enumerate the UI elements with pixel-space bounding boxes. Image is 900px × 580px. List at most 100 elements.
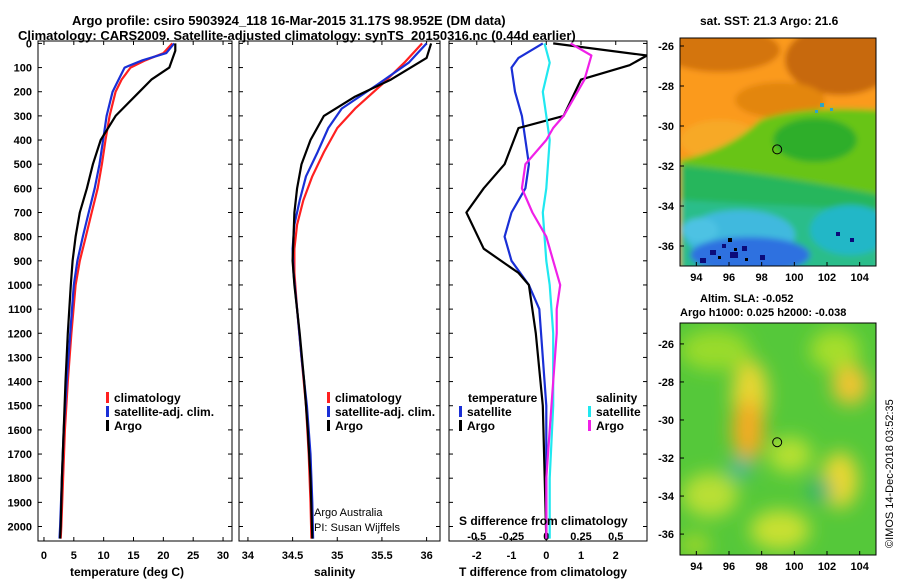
- depth-tick-label: 1200: [8, 328, 32, 340]
- sst-map: [680, 38, 876, 266]
- map-y-tick-label: -28: [658, 81, 674, 93]
- map-y-tick-label: -26: [658, 41, 674, 53]
- title-line-1: Argo profile: csiro 5903924_118 16-Mar-2…: [72, 13, 506, 28]
- salinity-xlabel: salinity: [314, 565, 356, 579]
- altimetry-map: [680, 323, 876, 555]
- legend-label-s-satellite: satellite: [596, 405, 641, 419]
- x-tick-label: 5: [71, 550, 77, 562]
- depth-tick-label: 700: [14, 207, 32, 219]
- legend-swatch-t-argo: [459, 420, 462, 431]
- imos-watermark: ©IMOS 14-Dec-2018 03:52:35: [884, 399, 896, 548]
- depth-tick-label: 2000: [8, 522, 32, 534]
- difference-series-temperature-satellite: [503, 42, 548, 539]
- x-tick-label: 35.5: [371, 550, 392, 562]
- difference-xlabel: T difference from climatology: [459, 565, 627, 579]
- s-diff-tick-label: -0.5: [467, 531, 486, 543]
- legend-label-t-argo: Argo: [467, 419, 495, 433]
- x-tick-label: 2: [613, 550, 619, 562]
- x-tick-label: 34.5: [282, 550, 303, 562]
- depth-tick-label: 900: [14, 256, 32, 268]
- difference-series-salinity-argo: [520, 42, 593, 539]
- x-tick-label: 0: [543, 550, 549, 562]
- legend-swatch-climatology: [106, 392, 109, 403]
- temperature-series-satellite-adj-clim-: [58, 42, 175, 539]
- legend-label-t-satellite: satellite: [467, 405, 512, 419]
- depth-tick-label: 1100: [8, 304, 32, 316]
- x-tick-label: 0: [41, 550, 47, 562]
- legend-swatch-argo-2: [327, 420, 330, 431]
- depth-tick-label: 600: [14, 183, 32, 195]
- temperature-panel-frame: [37, 40, 233, 542]
- salinity-series-argo: [291, 43, 433, 539]
- depth-tick-label: 200: [14, 87, 32, 99]
- legend-label-climatology-2: climatology: [335, 391, 402, 405]
- map-y-tick-label: -30: [658, 415, 674, 427]
- difference-profiles: [465, 42, 647, 539]
- credit-pi-name: PI: Susan Wijffels: [314, 522, 400, 534]
- x-tick-label: -1: [507, 550, 517, 562]
- x-tick-label: 30: [217, 550, 229, 562]
- axis-ticks: 0 5 10 15 20 25 30 34 34.5 35 35.5 36 -2 -1 0 1 2 -0.5 -0.…: [38, 41, 647, 562]
- x-tick-label: 35: [331, 550, 343, 562]
- legend-salinity-header: salinity: [596, 391, 638, 405]
- depth-axis-labels: 0 100 200 300 400 500 600 700 800 900 1000 1100 1200…: [8, 38, 32, 533]
- x-tick-label: -2: [472, 550, 482, 562]
- map-x-tick-label: 104: [850, 561, 869, 573]
- depth-tick-label: 1800: [8, 473, 32, 485]
- depth-tick-label: 500: [14, 159, 32, 171]
- depth-tick-label: 1300: [8, 352, 32, 364]
- difference-series-salinity-satellite: [541, 43, 555, 539]
- map-y-tick-label: -32: [658, 161, 674, 173]
- altim-argo-marker: [772, 437, 783, 448]
- map-x-tick-label: 94: [690, 272, 703, 284]
- depth-tick-label: 1500: [8, 401, 32, 413]
- altimetry-map-frame: [679, 322, 877, 556]
- map-x-tick-label: 98: [756, 272, 768, 284]
- legend-label-satellite-adj: satellite-adj. clim.: [114, 405, 214, 419]
- map-y-tick-label: -36: [658, 529, 674, 541]
- s-diff-tick-label: 0.5: [608, 531, 623, 543]
- salinity-series-climatology: [293, 42, 423, 539]
- s-diff-tick-label: 0.25: [570, 531, 591, 543]
- map-y-tick-label: -30: [658, 121, 674, 133]
- x-tick-label: 36: [420, 550, 432, 562]
- sst-map-frame: [679, 37, 877, 267]
- altim-line-2: Argo h1000: 0.025 h2000: -0.038: [680, 307, 846, 319]
- s-difference-top-label: S difference from climatology: [459, 514, 628, 528]
- temperature-series-climatology: [59, 42, 174, 539]
- depth-tick-label: 1400: [8, 377, 32, 389]
- legend-swatch-satellite-2: [327, 406, 330, 417]
- salinity-profiles: [291, 42, 433, 539]
- credit-argo-australia: Argo Australia: [314, 507, 383, 519]
- depth-tick-label: 1900: [8, 497, 32, 509]
- x-tick-label: 34: [242, 550, 255, 562]
- x-tick-label: 1: [578, 550, 584, 562]
- legend-label-satellite-adj-2: satellite-adj. clim.: [335, 405, 435, 419]
- legend-swatch-s-argo: [588, 420, 591, 431]
- legend-swatch-t-satellite: [459, 406, 462, 417]
- x-tick-label: 25: [187, 550, 199, 562]
- temperature-profiles: [58, 42, 177, 539]
- legend-label-s-argo: Argo: [596, 419, 624, 433]
- legend-swatch-climatology-2: [327, 392, 330, 403]
- map-x-tick-label: 94: [690, 561, 703, 573]
- sst-map-title: sat. SST: 21.3 Argo: 21.6: [700, 14, 839, 28]
- salinity-series-satellite-adj-clim-: [291, 42, 428, 539]
- map-x-tick-label: 100: [785, 272, 803, 284]
- map-x-tick-label: 98: [756, 561, 768, 573]
- map-y-tick-label: -32: [658, 453, 674, 465]
- x-tick-label: 10: [98, 550, 110, 562]
- depth-tick-label: 300: [14, 111, 32, 123]
- map-x-tick-label: 96: [723, 272, 735, 284]
- title-line-2: Climatology: CARS2009. Satellite-adjuste…: [18, 28, 576, 43]
- depth-tick-label: 1700: [8, 449, 32, 461]
- depth-tick-label: 400: [14, 135, 32, 147]
- salinity-panel-frame: [238, 40, 441, 542]
- difference-legend: temperature salinity satellite Argo sate…: [459, 391, 641, 433]
- map-x-tick-label: 102: [818, 272, 836, 284]
- depth-tick-label: 800: [14, 232, 32, 244]
- map-y-tick-label: -28: [658, 377, 674, 389]
- legend-label-climatology: climatology: [114, 391, 181, 405]
- depth-tick-label: 1000: [8, 280, 32, 292]
